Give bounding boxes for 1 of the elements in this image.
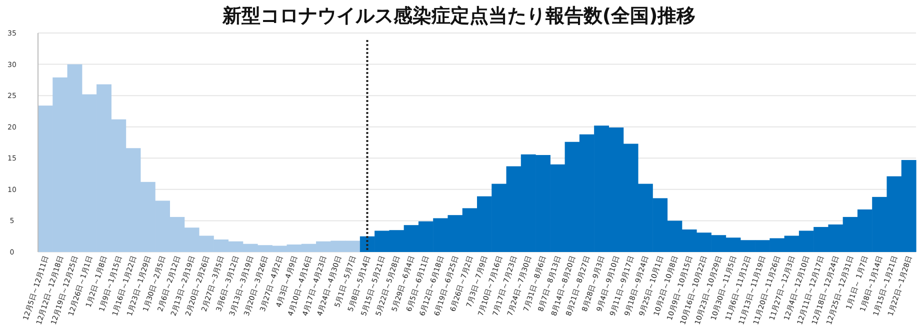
chart-title: 新型コロナウイルス感染症定点当たり報告数(全国)推移 bbox=[221, 5, 696, 27]
